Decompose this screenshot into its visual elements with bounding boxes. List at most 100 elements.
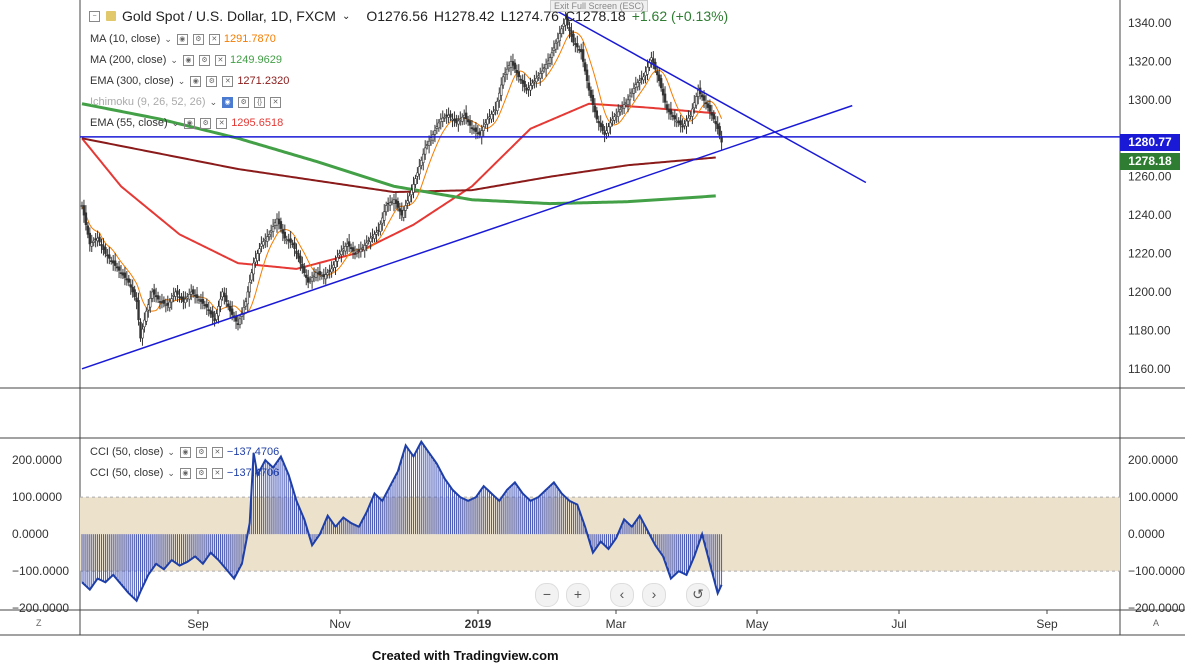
candle-down — [513, 62, 517, 70]
legend-ema55[interactable]: EMA (55, close) ⌄ ◉ ⚙ ✕ 1295.6518 — [90, 117, 283, 129]
exit-fullscreen-button[interactable]: Exit Full Screen (ESC) — [550, 0, 649, 12]
candle-up — [80, 205, 84, 207]
candle-up — [197, 299, 201, 301]
time-tick-label: Sep — [187, 617, 209, 631]
legend-ichimoku[interactable]: Ichimoku (9, 26, 52, 26) ⌄ ◉ ⚙ {} ✕ — [90, 96, 282, 108]
close-icon[interactable]: ✕ — [211, 467, 223, 479]
candle-up — [535, 77, 538, 83]
eye-icon[interactable]: ◉ — [190, 75, 202, 87]
candle-up — [422, 153, 425, 163]
gear-icon[interactable]: ⚙ — [200, 117, 212, 129]
chevron-down-icon[interactable]: ⌄ — [164, 33, 172, 44]
reset-chart-button[interactable]: ↺ — [686, 583, 710, 607]
price-tick-label: 1200.00 — [1128, 285, 1172, 299]
candle-up — [509, 61, 513, 68]
candle-down — [704, 102, 708, 105]
candle-down — [525, 87, 528, 91]
candle-up — [404, 205, 407, 211]
chevron-down-icon[interactable]: ⌄ — [167, 467, 175, 478]
legend-cci-2[interactable]: CCI (50, close) ⌄ ◉ ⚙ ✕ −137.4706 — [90, 467, 279, 479]
eye-icon[interactable]: ◉ — [176, 33, 188, 45]
candle-down — [229, 306, 232, 312]
candle-up — [560, 28, 563, 34]
eye-icon[interactable]: ◉ — [182, 54, 194, 66]
candle-up — [363, 245, 366, 251]
candle-down — [289, 238, 292, 243]
close-icon[interactable]: ✕ — [214, 54, 226, 66]
legend-name: CCI (50, close) — [90, 467, 164, 479]
candle-down — [453, 118, 456, 122]
close-icon[interactable]: ✕ — [222, 75, 234, 87]
legend-ma200[interactable]: MA (200, close) ⌄ ◉ ⚙ ✕ 1249.9629 — [90, 54, 282, 66]
eye-icon[interactable]: ◉ — [179, 446, 191, 458]
candle-down — [203, 304, 207, 306]
scroll-left-button[interactable]: ‹ — [610, 583, 634, 607]
symbol-title[interactable]: Gold Spot / U.S. Dollar, 1D, FXCM — [122, 8, 336, 24]
close-value: C1278.18 — [564, 8, 626, 24]
scroll-right-button[interactable]: › — [642, 583, 666, 607]
chevron-down-icon[interactable]: ⌄ — [209, 96, 218, 107]
cci-tick-label-right: 0.0000 — [1128, 527, 1165, 541]
gear-icon[interactable]: ⚙ — [195, 467, 207, 479]
gear-icon[interactable]: ⚙ — [238, 96, 250, 108]
close-icon[interactable]: ✕ — [216, 117, 228, 129]
candle-up — [164, 304, 168, 306]
candle-up — [406, 200, 409, 204]
candle-up — [147, 304, 150, 311]
gear-icon[interactable]: ⚙ — [206, 75, 218, 87]
gear-icon[interactable]: ⚙ — [195, 446, 207, 458]
source-icon[interactable]: {} — [254, 96, 266, 108]
auto-scale-button[interactable]: A — [1153, 618, 1160, 628]
legend-ema300[interactable]: EMA (300, close) ⌄ ◉ ⚙ ✕ 1271.2320 — [90, 75, 289, 87]
candle-down — [665, 104, 669, 110]
candle-down — [656, 71, 659, 76]
timezone-button[interactable]: Z — [36, 618, 42, 628]
candle-up — [168, 301, 171, 309]
candle-up — [336, 257, 339, 262]
candle-up — [410, 189, 413, 196]
close-icon[interactable]: ✕ — [211, 446, 223, 458]
candle-down — [679, 120, 682, 126]
close-icon[interactable]: ✕ — [270, 96, 282, 108]
candle-down — [316, 272, 320, 275]
eye-icon[interactable]: ◉ — [184, 117, 196, 129]
chevron-down-icon[interactable]: ⌄ — [177, 75, 186, 86]
gear-icon[interactable]: ⚙ — [192, 33, 204, 45]
eye-off-icon[interactable]: ◉ — [222, 96, 234, 108]
candle-up — [423, 147, 427, 155]
chevron-down-icon[interactable]: ⌄ — [171, 117, 180, 128]
candle-down — [576, 43, 579, 48]
candle-down — [230, 308, 234, 315]
candle-up — [418, 166, 421, 175]
candle-up — [244, 301, 247, 307]
candle-up — [258, 248, 261, 254]
cci-line — [81, 439, 723, 603]
candle-up — [642, 76, 645, 81]
candle-up — [252, 262, 255, 275]
candle-up — [326, 272, 329, 275]
candle-up — [685, 120, 688, 127]
candle-up — [687, 117, 690, 122]
time-tick-label: Nov — [329, 617, 350, 631]
candle-up — [384, 205, 388, 213]
candle-down — [470, 127, 474, 129]
eye-icon[interactable]: ◉ — [179, 467, 191, 479]
candle-down — [297, 253, 300, 259]
zoom-in-button[interactable]: + — [566, 583, 590, 607]
chevron-down-icon[interactable]: ⌄ — [167, 446, 175, 457]
close-icon[interactable]: ✕ — [208, 33, 220, 45]
candle-down — [478, 131, 481, 135]
gear-icon[interactable]: ⚙ — [198, 54, 210, 66]
legend-cci-1[interactable]: CCI (50, close) ⌄ ◉ ⚙ ✕ −137.4706 — [90, 446, 279, 458]
candle-down — [601, 124, 604, 131]
legend-ma10[interactable]: MA (10, close) ⌄ ◉ ⚙ ✕ 1291.7870 — [90, 33, 276, 45]
chevron-down-icon[interactable]: ⌄ — [341, 10, 351, 22]
zoom-out-button[interactable]: − — [535, 583, 559, 607]
candle-down — [225, 295, 228, 302]
candle-up — [260, 243, 263, 247]
candle-down — [133, 289, 136, 298]
chevron-down-icon[interactable]: ⌄ — [170, 54, 178, 65]
candle-down — [712, 113, 716, 120]
candle-down — [468, 120, 472, 126]
collapse-icon[interactable]: − — [89, 10, 100, 22]
